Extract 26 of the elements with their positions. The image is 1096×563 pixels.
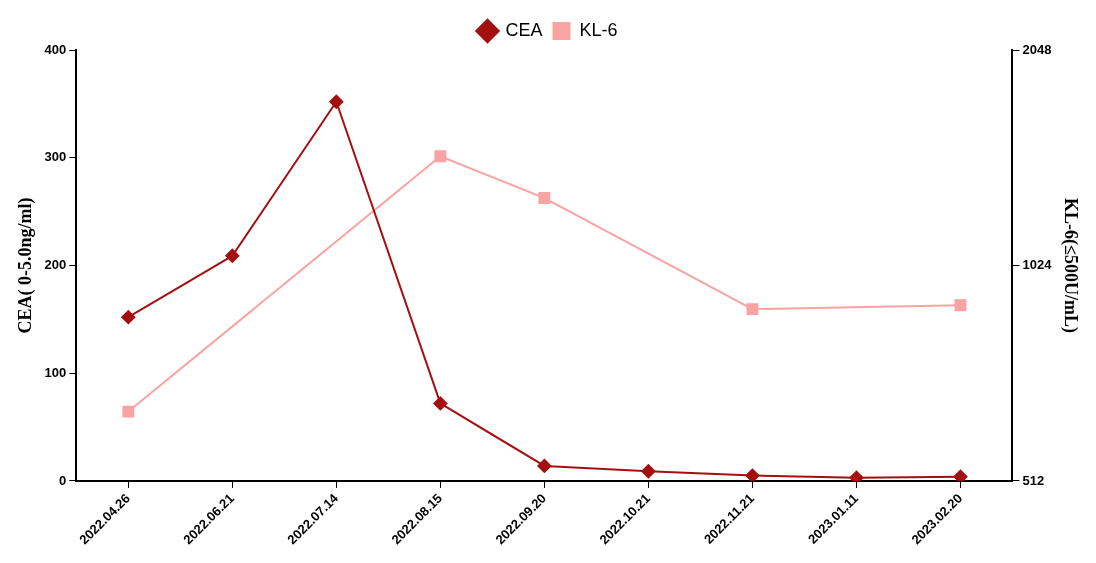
point: [225, 248, 240, 263]
y-axis-title: CEA( 0-5.0ng/ml): [15, 197, 37, 334]
point: [953, 469, 968, 481]
point: [537, 458, 552, 473]
y-tick-label: 300: [44, 149, 67, 165]
point: [434, 150, 447, 163]
y-tick-label: 200: [44, 257, 67, 273]
point: [641, 464, 656, 479]
y2-tick-label: 2048: [1022, 41, 1052, 57]
point: [122, 405, 135, 418]
y-tick-label: 0: [59, 472, 67, 488]
y-tick-label: 100: [44, 364, 67, 380]
point: [849, 470, 864, 481]
legend-label: CEA: [505, 19, 543, 40]
point: [745, 468, 760, 481]
point: [538, 192, 551, 205]
y-tick-label: 400: [44, 41, 67, 57]
point: [329, 94, 344, 109]
legend-label: KL-6: [579, 19, 618, 40]
point: [433, 396, 448, 411]
point: [954, 299, 967, 312]
point: [121, 310, 136, 325]
point: [746, 303, 759, 316]
y2-tick-label: 512: [1022, 472, 1045, 488]
y2-tick-label: 1024: [1022, 257, 1053, 273]
y2-axis-title: KL-6(≤500U/mL): [1059, 198, 1081, 333]
